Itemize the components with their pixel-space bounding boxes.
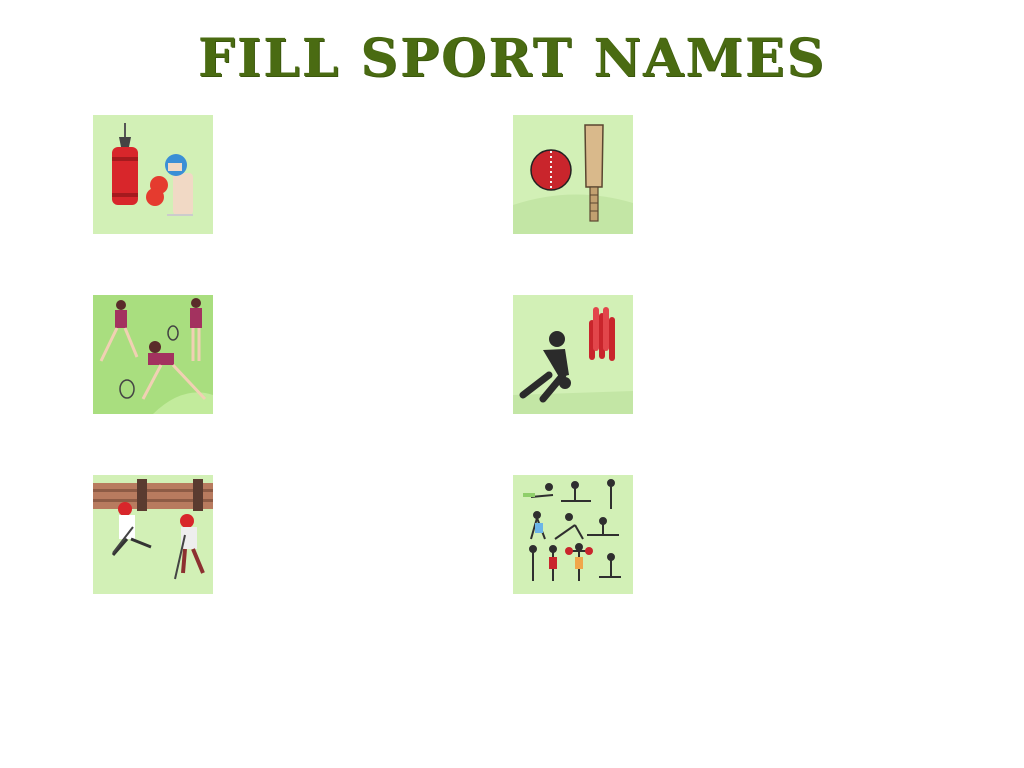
- badminton-tile: [93, 295, 213, 414]
- exercise-tile: [513, 475, 633, 594]
- cricket-icon: [513, 115, 633, 234]
- hockey-icon: [93, 475, 213, 594]
- bowling-tile: [513, 295, 633, 414]
- exercise-icon: [513, 475, 633, 594]
- boxing-tile: [93, 115, 213, 234]
- hockey-tile: [93, 475, 213, 594]
- badminton-icon: [93, 295, 213, 414]
- boxing-icon: [93, 115, 213, 234]
- bowling-icon: [513, 295, 633, 414]
- page-title: FILL SPORT NAMES: [197, 28, 827, 89]
- cricket-tile: [513, 115, 633, 234]
